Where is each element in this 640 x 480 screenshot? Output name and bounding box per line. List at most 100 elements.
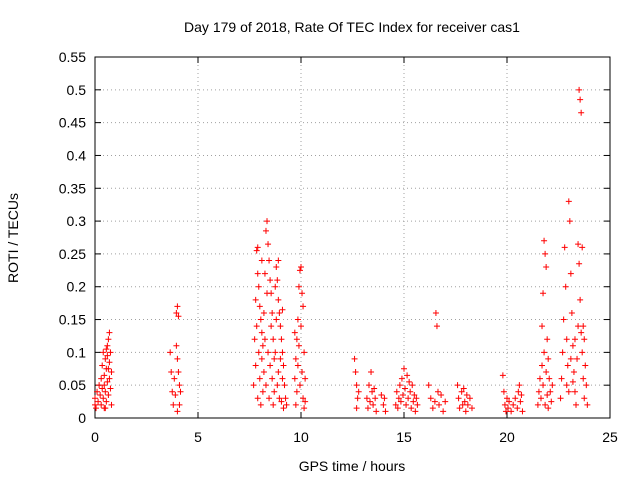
data-point xyxy=(261,270,268,277)
data-point xyxy=(275,257,282,264)
data-point xyxy=(301,349,308,356)
y-tick-label: 0.1 xyxy=(67,344,87,360)
data-point xyxy=(580,323,587,330)
data-point xyxy=(168,369,175,376)
data-point xyxy=(283,401,290,408)
data-point xyxy=(544,392,551,399)
data-point xyxy=(250,382,257,389)
data-point xyxy=(519,408,526,415)
data-point xyxy=(411,392,418,399)
data-point xyxy=(254,270,261,277)
data-point xyxy=(280,362,287,369)
y-tick-label: 0.25 xyxy=(59,246,86,262)
data-point xyxy=(582,362,589,369)
data-point xyxy=(432,309,439,316)
data-point xyxy=(569,378,576,385)
data-point xyxy=(276,395,283,402)
data-point xyxy=(258,257,265,264)
data-point xyxy=(372,395,379,402)
data-point xyxy=(373,408,380,415)
data-point xyxy=(536,375,543,382)
x-tick-label: 20 xyxy=(499,429,515,445)
data-point xyxy=(512,395,519,402)
data-point xyxy=(296,382,303,389)
data-point xyxy=(93,405,100,412)
data-point xyxy=(269,309,276,316)
data-point xyxy=(273,316,280,323)
data-point xyxy=(262,382,269,389)
data-point xyxy=(436,401,443,408)
data-point xyxy=(104,342,111,349)
data-point xyxy=(106,375,113,382)
data-point xyxy=(407,388,414,395)
data-point xyxy=(256,303,263,310)
data-point xyxy=(354,395,361,402)
data-point xyxy=(171,375,178,382)
data-point xyxy=(461,398,468,405)
data-point xyxy=(541,237,548,244)
data-point xyxy=(466,395,473,402)
data-point xyxy=(276,309,283,316)
data-point xyxy=(579,244,586,251)
data-point xyxy=(169,388,176,395)
data-point xyxy=(425,382,432,389)
data-point xyxy=(502,408,509,415)
data-point xyxy=(508,408,515,415)
data-point xyxy=(569,342,576,349)
data-point xyxy=(543,369,550,376)
data-point xyxy=(518,392,525,399)
data-point xyxy=(277,323,284,330)
data-point xyxy=(258,355,265,362)
data-point xyxy=(266,395,273,402)
data-point xyxy=(401,365,407,372)
data-point xyxy=(380,401,387,408)
data-point xyxy=(575,241,582,248)
data-point xyxy=(549,382,556,389)
plot-frame xyxy=(94,56,611,419)
data-point xyxy=(371,385,378,392)
data-point xyxy=(458,388,465,395)
data-point xyxy=(95,398,102,405)
data-point xyxy=(515,388,522,395)
y-axis-title: ROTI / TECUs xyxy=(5,193,21,283)
data-point xyxy=(279,375,286,382)
data-point xyxy=(101,382,108,389)
data-point xyxy=(398,375,405,382)
data-point xyxy=(295,283,302,290)
x-tick-label: 15 xyxy=(396,429,412,445)
data-point xyxy=(500,388,507,395)
data-point xyxy=(105,336,112,343)
data-point xyxy=(271,355,278,362)
data-point xyxy=(351,355,358,362)
data-point xyxy=(559,349,566,356)
data-point xyxy=(99,362,106,369)
data-point xyxy=(382,408,389,415)
y-tick-label: 0.2 xyxy=(67,279,87,295)
data-point xyxy=(459,401,466,408)
data-point xyxy=(540,290,547,297)
data-point xyxy=(256,375,263,382)
data-point xyxy=(580,375,587,382)
data-point xyxy=(102,355,109,362)
data-point xyxy=(561,244,568,251)
data-point xyxy=(298,323,304,330)
data-point xyxy=(261,336,268,343)
data-point xyxy=(108,401,115,408)
data-point xyxy=(395,395,402,402)
data-point xyxy=(514,405,521,412)
data-point xyxy=(353,405,360,412)
data-point xyxy=(406,378,413,385)
data-point xyxy=(567,270,574,277)
data-point xyxy=(254,395,261,402)
y-tick-label: 0 xyxy=(78,410,86,426)
data-point xyxy=(464,401,471,408)
data-point xyxy=(98,401,105,408)
data-point xyxy=(576,260,583,267)
y-tick-label: 0.15 xyxy=(59,312,86,328)
data-point xyxy=(542,401,549,408)
data-point xyxy=(540,382,547,389)
data-point xyxy=(539,323,546,330)
data-point xyxy=(106,329,113,336)
data-point xyxy=(583,382,590,389)
data-point xyxy=(265,241,272,248)
